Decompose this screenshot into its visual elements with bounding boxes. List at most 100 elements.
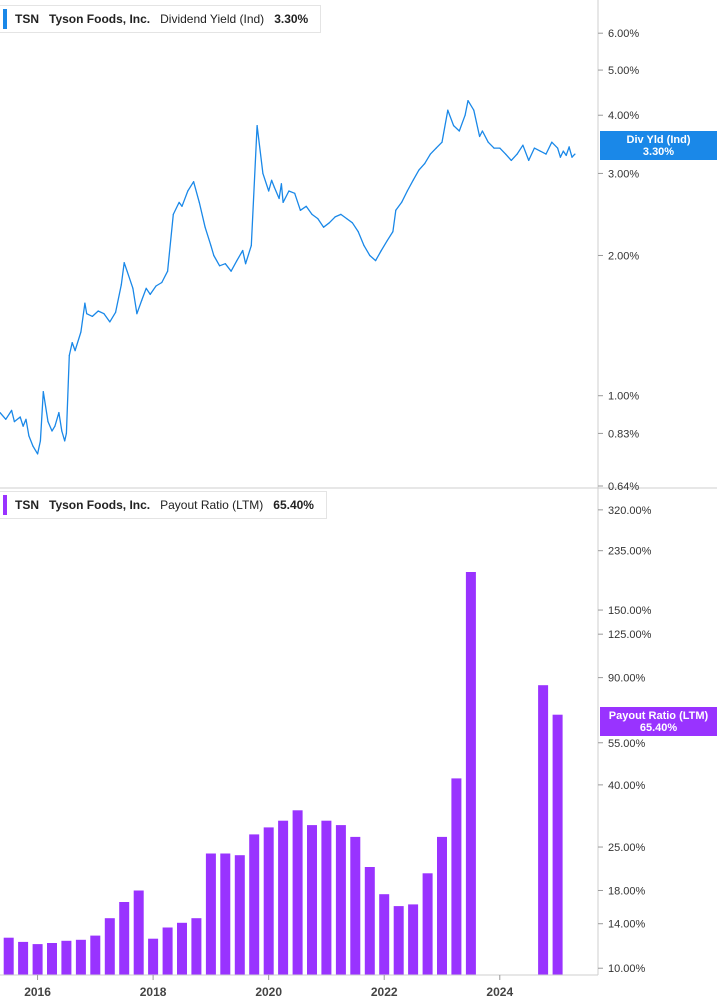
payout-ratio-y-tick-label: 90.00% bbox=[608, 673, 646, 685]
series-color-swatch bbox=[3, 495, 7, 515]
dividend-yield-point bbox=[11, 409, 13, 411]
dividend-yield-point bbox=[424, 163, 426, 165]
dividend-yield-point bbox=[280, 183, 282, 185]
dividend-yield-point bbox=[178, 201, 180, 203]
dividend-yield-point bbox=[351, 222, 353, 224]
dividend-yield-point bbox=[213, 254, 215, 257]
dividend-yield-point bbox=[278, 197, 280, 200]
payout-ratio-bar bbox=[90, 935, 101, 975]
payout-ratio-bar bbox=[234, 855, 245, 975]
dividend-yield-point bbox=[406, 190, 408, 192]
dividend-yield-point bbox=[435, 147, 437, 149]
dividend-yield-point bbox=[54, 425, 56, 427]
dividend-yield-point bbox=[242, 249, 244, 252]
dividend-yield-point bbox=[499, 147, 501, 149]
payout-ratio-y-tick-label: 14.00% bbox=[608, 919, 646, 931]
dividend-yield-point bbox=[13, 421, 15, 423]
dividend-yield-point bbox=[487, 141, 489, 143]
dividend-yield-legend: TSN Tyson Foods, Inc. Dividend Yield (In… bbox=[0, 5, 322, 33]
payout-ratio-bar bbox=[249, 834, 260, 975]
dividend-yield-point bbox=[236, 260, 238, 262]
dividend-yield-point bbox=[551, 141, 553, 143]
dividend-yield-point bbox=[91, 315, 93, 317]
payout-ratio-bar bbox=[47, 943, 57, 975]
payout-ratio-bar bbox=[162, 927, 173, 975]
payout-ratio-bar bbox=[408, 904, 419, 975]
dividend-yield-point bbox=[37, 453, 39, 455]
dividend-yield-point bbox=[418, 169, 420, 171]
dividend-yield-point bbox=[42, 391, 44, 393]
dividend-yield-point bbox=[299, 209, 301, 211]
legend-company: Tyson Foods, Inc. bbox=[49, 12, 151, 26]
payout-ratio-bar bbox=[61, 940, 72, 975]
tag-label: Payout Ratio (LTM) bbox=[608, 710, 709, 722]
dividend-yield-point bbox=[74, 350, 76, 352]
dividend-yield-point bbox=[172, 213, 174, 215]
dividend-yield-point bbox=[375, 260, 377, 262]
dividend-yield-point bbox=[250, 245, 252, 247]
dividend-yield-point bbox=[386, 240, 388, 242]
dividend-yield-point bbox=[473, 109, 475, 111]
dividend-yield-point bbox=[528, 159, 530, 161]
dividend-yield-point bbox=[230, 270, 232, 272]
dividend-yield-point bbox=[568, 146, 570, 148]
payout-ratio-bar bbox=[437, 836, 447, 975]
dividend-yield-point bbox=[574, 153, 576, 155]
dividend-yield-value-tag: Div Yld (Ind) 3.30% bbox=[600, 131, 717, 160]
dividend-yield-point bbox=[429, 153, 431, 155]
payout-ratio-bar bbox=[75, 939, 86, 975]
dividend-yield-point bbox=[305, 205, 307, 207]
dividend-yield-point bbox=[562, 150, 564, 152]
payout-ratio-bar bbox=[465, 572, 476, 975]
dividend-yield-point bbox=[363, 245, 365, 247]
dividend-yield-series bbox=[0, 99, 576, 455]
dividend-yield-point bbox=[311, 213, 313, 215]
dividend-yield-point bbox=[481, 130, 483, 132]
dividend-yield-point bbox=[22, 425, 24, 427]
dividend-yield-y-tick-label: 2.00% bbox=[608, 250, 639, 262]
dividend-yield-point bbox=[516, 153, 518, 155]
dividend-yield-point bbox=[288, 190, 290, 192]
payout-ratio-bar bbox=[18, 941, 29, 975]
dividend-yield-point bbox=[369, 254, 371, 257]
payout-ratio-bar bbox=[177, 922, 187, 975]
payout-ratio-y-tick-label: 18.00% bbox=[608, 885, 646, 897]
dividend-yield-line bbox=[0, 99, 576, 455]
payout-ratio-bar bbox=[552, 714, 563, 975]
dividend-yield-point bbox=[65, 432, 67, 434]
tag-value: 65.40% bbox=[639, 722, 678, 734]
dividend-yield-point bbox=[145, 287, 147, 289]
payout-ratio-bar bbox=[263, 827, 274, 975]
dividend-yield-point bbox=[458, 130, 460, 132]
dividend-yield-point bbox=[39, 440, 42, 442]
payout-ratio-bar bbox=[220, 853, 231, 975]
dividend-yield-point bbox=[126, 270, 128, 272]
dividend-yield-y-tick-label: 0.64% bbox=[608, 481, 639, 493]
dividend-yield-point bbox=[120, 284, 122, 286]
legend-metric: Dividend Yield (Ind) bbox=[160, 12, 265, 26]
payout-ratio-bar bbox=[119, 902, 130, 975]
dividend-yield-point bbox=[282, 201, 284, 203]
dividend-yield-point bbox=[51, 430, 53, 432]
x-tick-label: 2020 bbox=[255, 985, 282, 999]
dividend-yield-point bbox=[262, 172, 264, 174]
payout-ratio-bar bbox=[393, 906, 404, 975]
payout-ratio-bar bbox=[133, 890, 144, 975]
dividend-yield-point bbox=[357, 231, 359, 233]
payout-ratio-y-tick-label: 235.00% bbox=[608, 546, 652, 558]
dividend-yield-point bbox=[198, 201, 200, 203]
dividend-yield-point bbox=[109, 321, 111, 323]
dividend-yield-y-tick-label: 3.00% bbox=[608, 168, 639, 180]
dividend-yield-point bbox=[328, 222, 330, 224]
dividend-yield-y-tick-label: 5.00% bbox=[608, 65, 639, 77]
payout-ratio-legend: TSN Tyson Foods, Inc. Payout Ratio (LTM)… bbox=[0, 491, 327, 519]
payout-ratio-bar bbox=[3, 937, 14, 975]
dividend-yield-point bbox=[539, 150, 541, 152]
dividend-yield-point bbox=[103, 313, 105, 315]
dividend-yield-point bbox=[86, 313, 88, 315]
dividend-yield-point bbox=[32, 445, 34, 447]
dividend-yield-point bbox=[167, 270, 169, 272]
dividend-yield-point bbox=[0, 412, 1, 414]
payout-ratio-bar bbox=[191, 918, 202, 975]
